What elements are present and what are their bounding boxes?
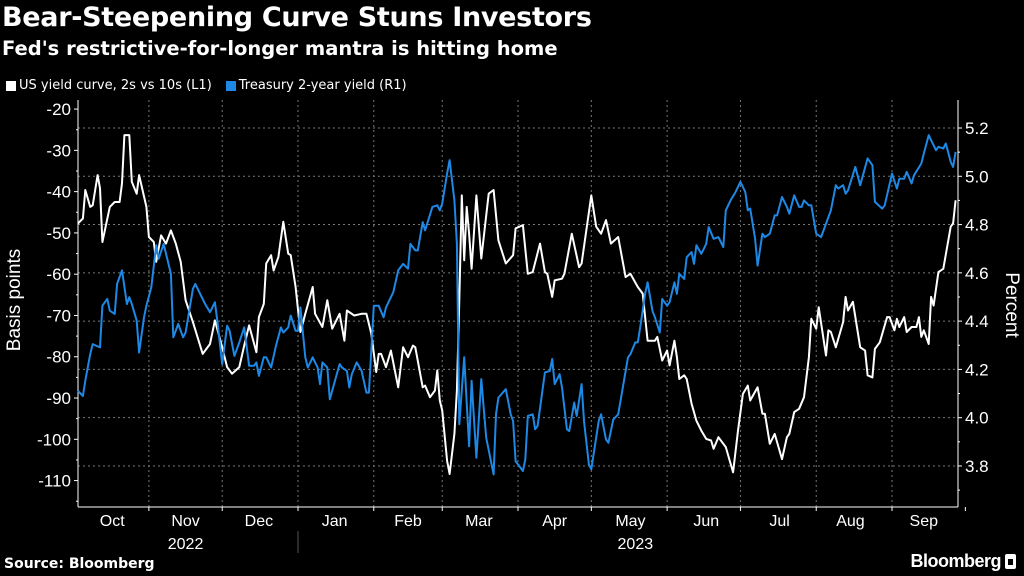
year-label: 2023	[618, 536, 654, 553]
right-tick-label: 5.2	[965, 119, 989, 138]
left-tick-label: -20	[46, 100, 71, 119]
right-tick-label: 4.0	[965, 409, 989, 428]
left-tick-label: -110	[38, 472, 71, 491]
series-line-yield-curve	[77, 134, 957, 475]
chart-subtitle: Fed's restrictive-for-longer mantra is h…	[2, 37, 558, 60]
x-tick-label: Jun	[693, 513, 719, 530]
x-tick-label: Feb	[394, 513, 422, 530]
source-note: Source: Bloomberg	[4, 556, 155, 572]
left-tick-label: -60	[46, 265, 71, 284]
left-tick-label: -80	[46, 348, 71, 367]
left-axis-title: Basis points	[4, 249, 25, 351]
right-axis-title: Percent	[1001, 272, 1022, 338]
x-tick-label: Apr	[542, 513, 568, 530]
right-tick-label: 3.8	[965, 457, 989, 476]
left-tick-label: -90	[46, 389, 71, 408]
right-tick-label: 5.0	[965, 167, 989, 186]
x-tick-label: Oct	[100, 513, 125, 530]
x-tick-label: Nov	[171, 513, 199, 530]
year-label: 2022	[168, 536, 204, 553]
legend-label: US yield curve, 2s vs 10s (L1)	[19, 78, 212, 93]
left-tick-label: -50	[46, 224, 71, 243]
left-tick-label: -70	[46, 306, 71, 325]
x-tick-label: Aug	[836, 513, 864, 530]
x-tick-label: Dec	[245, 513, 273, 530]
bloomberg-terminal-icon	[1005, 554, 1016, 569]
legend: US yield curve, 2s vs 10s (L1) Treasury …	[6, 78, 407, 93]
legend-item-2yr-yield: Treasury 2-year yield (R1)	[225, 78, 407, 93]
right-tick-label: 4.2	[965, 360, 989, 379]
right-tick-label: 4.6	[965, 264, 989, 283]
chart-title: Bear-Steepening Curve Stuns Investors	[2, 2, 592, 33]
left-tick-label: -30	[46, 141, 71, 160]
legend-label: Treasury 2-year yield (R1)	[238, 78, 407, 93]
x-tick-label: Sep	[910, 513, 939, 530]
left-tick-label: -100	[37, 430, 71, 449]
legend-swatch-blue	[225, 80, 236, 91]
x-tick-label: May	[615, 513, 645, 530]
bloomberg-logo: Bloomberg	[910, 551, 1016, 572]
legend-swatch-white	[6, 80, 16, 91]
legend-item-yield-curve: US yield curve, 2s vs 10s (L1)	[6, 78, 212, 93]
series-line-2yr-yield	[77, 134, 957, 476]
right-tick-label: 4.4	[965, 312, 989, 331]
x-tick-label: Jan	[322, 513, 348, 530]
left-tick-label: -40	[46, 183, 71, 202]
logo-text: Bloomberg	[910, 551, 1001, 571]
x-tick-label: Jul	[769, 513, 789, 530]
right-tick-label: 4.8	[965, 216, 989, 235]
x-tick-label: Mar	[465, 513, 493, 530]
